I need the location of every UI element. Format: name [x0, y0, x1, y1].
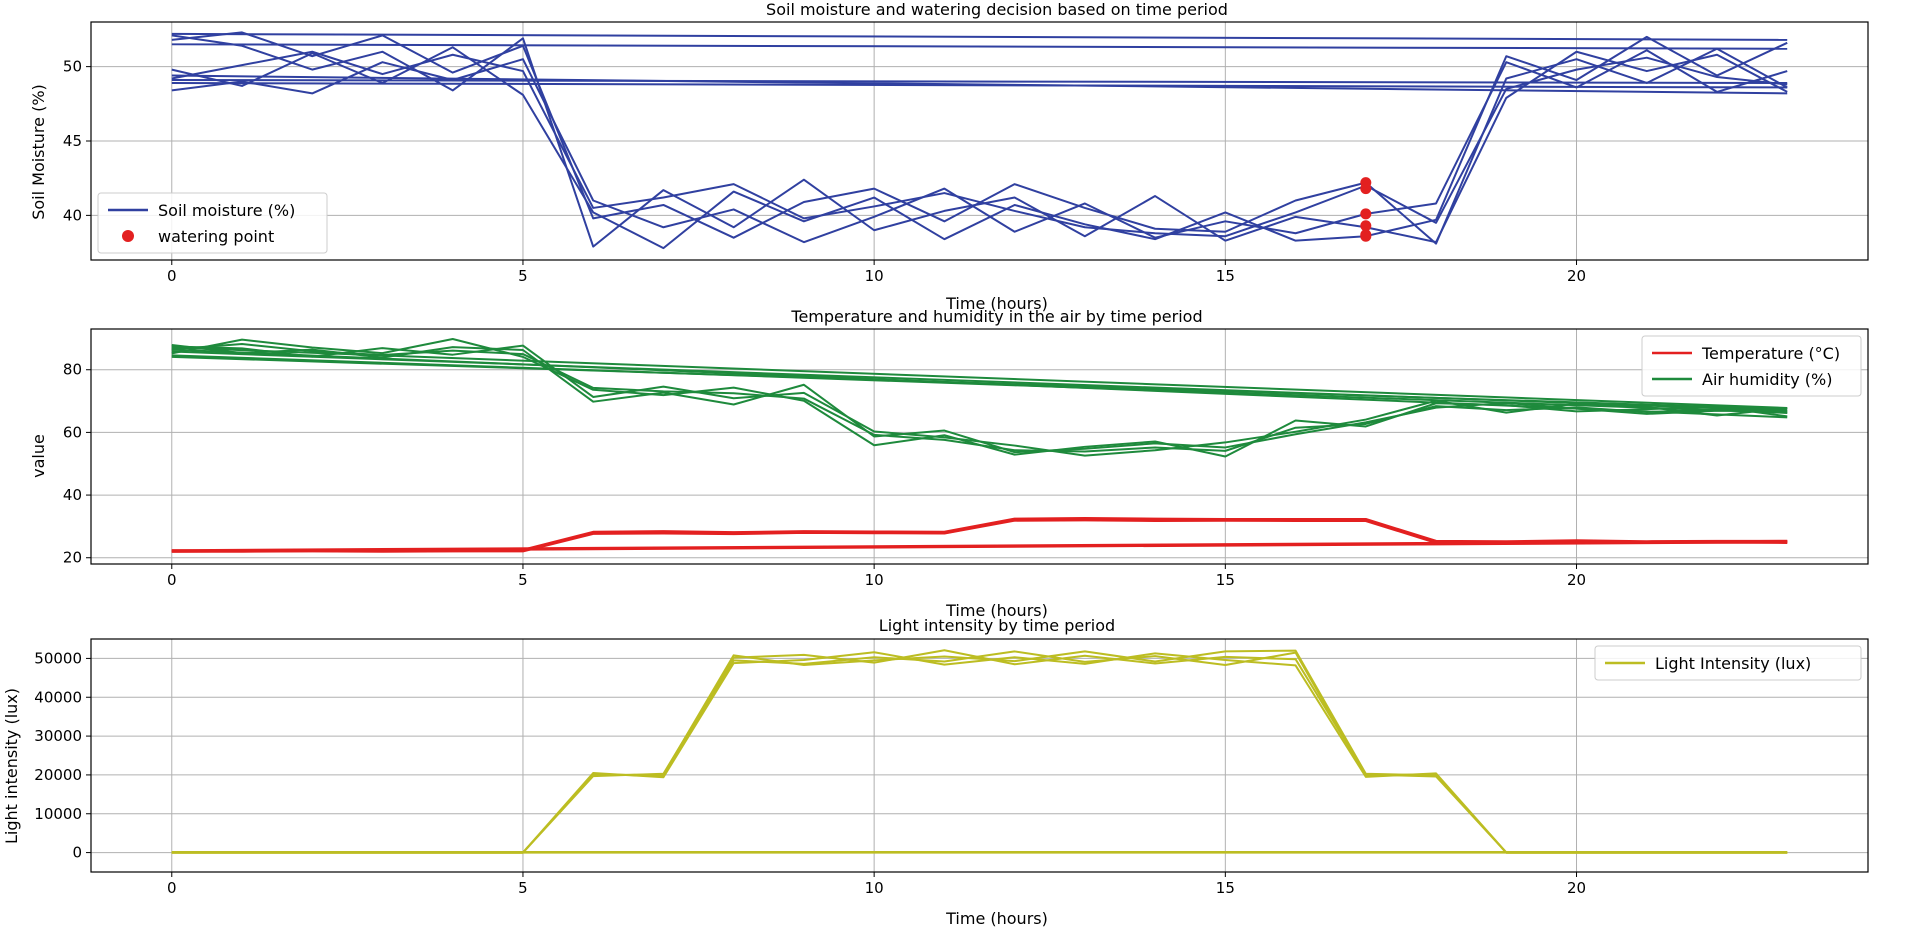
air-chart-ylabel: value: [29, 434, 48, 478]
light-x-tick-label: 20: [1567, 879, 1586, 897]
light-y-tick-label: 30000: [34, 727, 82, 745]
soil-moisture-series-line: [171, 31, 1788, 245]
soil-x-tick-label: 15: [1216, 267, 1235, 285]
light-legend-label: Light Intensity (lux): [1655, 654, 1811, 673]
air-x-tick-label: 5: [518, 571, 528, 589]
air-y-tick-label: 40: [63, 486, 82, 504]
air-humidity-flat-line: [171, 355, 1788, 411]
light-intensity-series-line: [171, 649, 1788, 854]
air-x-tick-label: 15: [1216, 571, 1235, 589]
soil-moisture-chart: Soil moisture and watering decision base…: [29, 0, 1869, 313]
light-intensity-series-line: [171, 651, 1788, 854]
soil-moisture-flat-line: [171, 32, 1788, 41]
light-x-tick-label: 15: [1216, 879, 1235, 897]
air-x-tick-label: 10: [865, 571, 884, 589]
temperature-series-line: [171, 518, 1788, 553]
light-intensity-series-line: [171, 649, 1788, 854]
soil-chart-ylabel: Soil Moisture (%): [29, 84, 48, 220]
soil-legend-label: watering point: [158, 227, 274, 246]
air-x-tick-label: 0: [167, 571, 177, 589]
soil-moisture-series-line: [171, 50, 1788, 238]
air-legend-label: Temperature (°C): [1701, 344, 1840, 363]
temperature-humidity-chart: Temperature and humidity in the air by t…: [29, 307, 1869, 620]
air-humidity-series-line: [171, 343, 1788, 454]
watering-point-marker: [1360, 220, 1372, 232]
light-y-tick-label: 50000: [34, 649, 82, 667]
light-chart-frame: [90, 638, 1869, 873]
air-x-tick-label: 20: [1567, 571, 1586, 589]
soil-chart-frame: [90, 21, 1869, 261]
light-y-tick-label: 20000: [34, 766, 82, 784]
air-chart-frame: [90, 328, 1869, 565]
light-chart-xlabel: Time (hours): [945, 909, 1048, 928]
soil-x-tick-label: 0: [167, 267, 177, 285]
air-chart-title: Temperature and humidity in the air by t…: [790, 307, 1202, 326]
light-chart-ylabel: Light intensity (lux): [2, 688, 21, 844]
soil-moisture-flat-line: [171, 43, 1788, 50]
soil-y-tick-label: 40: [63, 206, 82, 224]
light-x-tick-label: 0: [167, 879, 177, 897]
soil-moisture-flat-line: [171, 79, 1788, 84]
watering-point-marker: [1360, 230, 1372, 242]
light-x-tick-label: 10: [865, 879, 884, 897]
air-legend-label: Air humidity (%): [1702, 370, 1832, 389]
soil-legend-marker-swatch: [122, 230, 134, 242]
soil-x-tick-label: 10: [865, 267, 884, 285]
air-chart-xlabel: Time (hours): [945, 601, 1048, 620]
soil-y-tick-label: 50: [63, 58, 82, 76]
soil-legend-box: [97, 192, 328, 254]
air-y-tick-label: 20: [63, 549, 82, 567]
soil-x-tick-label: 20: [1567, 267, 1586, 285]
air-y-tick-label: 80: [63, 361, 82, 379]
soil-legend-label: Soil moisture (%): [158, 201, 295, 220]
soil-moisture-series-line: [171, 35, 1788, 250]
air-humidity-series-line: [171, 338, 1788, 458]
air-humidity-flat-line: [171, 346, 1788, 409]
light-y-tick-label: 10000: [34, 805, 82, 823]
light-intensity-series-line: [171, 650, 1788, 854]
soil-moisture-series-line: [171, 49, 1788, 244]
soil-chart-xlabel: Time (hours): [945, 294, 1048, 313]
soil-x-tick-label: 5: [518, 267, 528, 285]
watering-point-marker: [1360, 183, 1372, 195]
soil-moisture-series-line: [171, 34, 1788, 248]
light-y-tick-label: 0: [72, 844, 82, 862]
soil-y-tick-label: 45: [63, 132, 82, 150]
air-legend-box: [1641, 335, 1862, 397]
watering-point-marker: [1360, 208, 1372, 220]
light-y-tick-label: 40000: [34, 688, 82, 706]
light-legend-box: [1594, 645, 1862, 681]
light-intensity-chart: Light intensity by time period Time (hou…: [2, 616, 1869, 928]
air-y-tick-label: 60: [63, 423, 82, 441]
light-chart-title: Light intensity by time period: [879, 616, 1115, 635]
light-x-tick-label: 5: [518, 879, 528, 897]
soil-chart-title: Soil moisture and watering decision base…: [766, 0, 1228, 19]
